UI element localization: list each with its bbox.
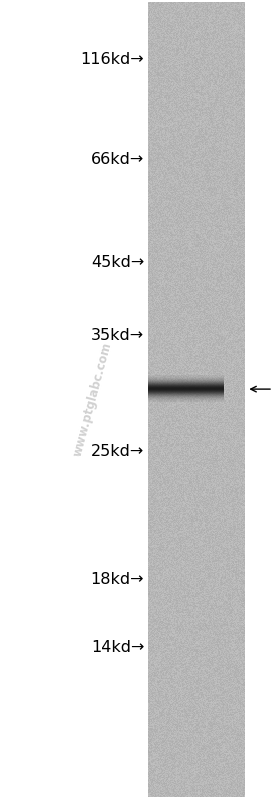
Text: www.ptglabc.com: www.ptglabc.com [71, 341, 114, 458]
Text: 35kd→: 35kd→ [91, 328, 144, 343]
Text: 25kd→: 25kd→ [91, 444, 144, 459]
Text: 18kd→: 18kd→ [91, 572, 144, 586]
Text: 14kd→: 14kd→ [91, 640, 144, 654]
Text: 66kd→: 66kd→ [91, 153, 144, 167]
Text: 116kd→: 116kd→ [81, 53, 144, 67]
Text: 45kd→: 45kd→ [91, 255, 144, 269]
